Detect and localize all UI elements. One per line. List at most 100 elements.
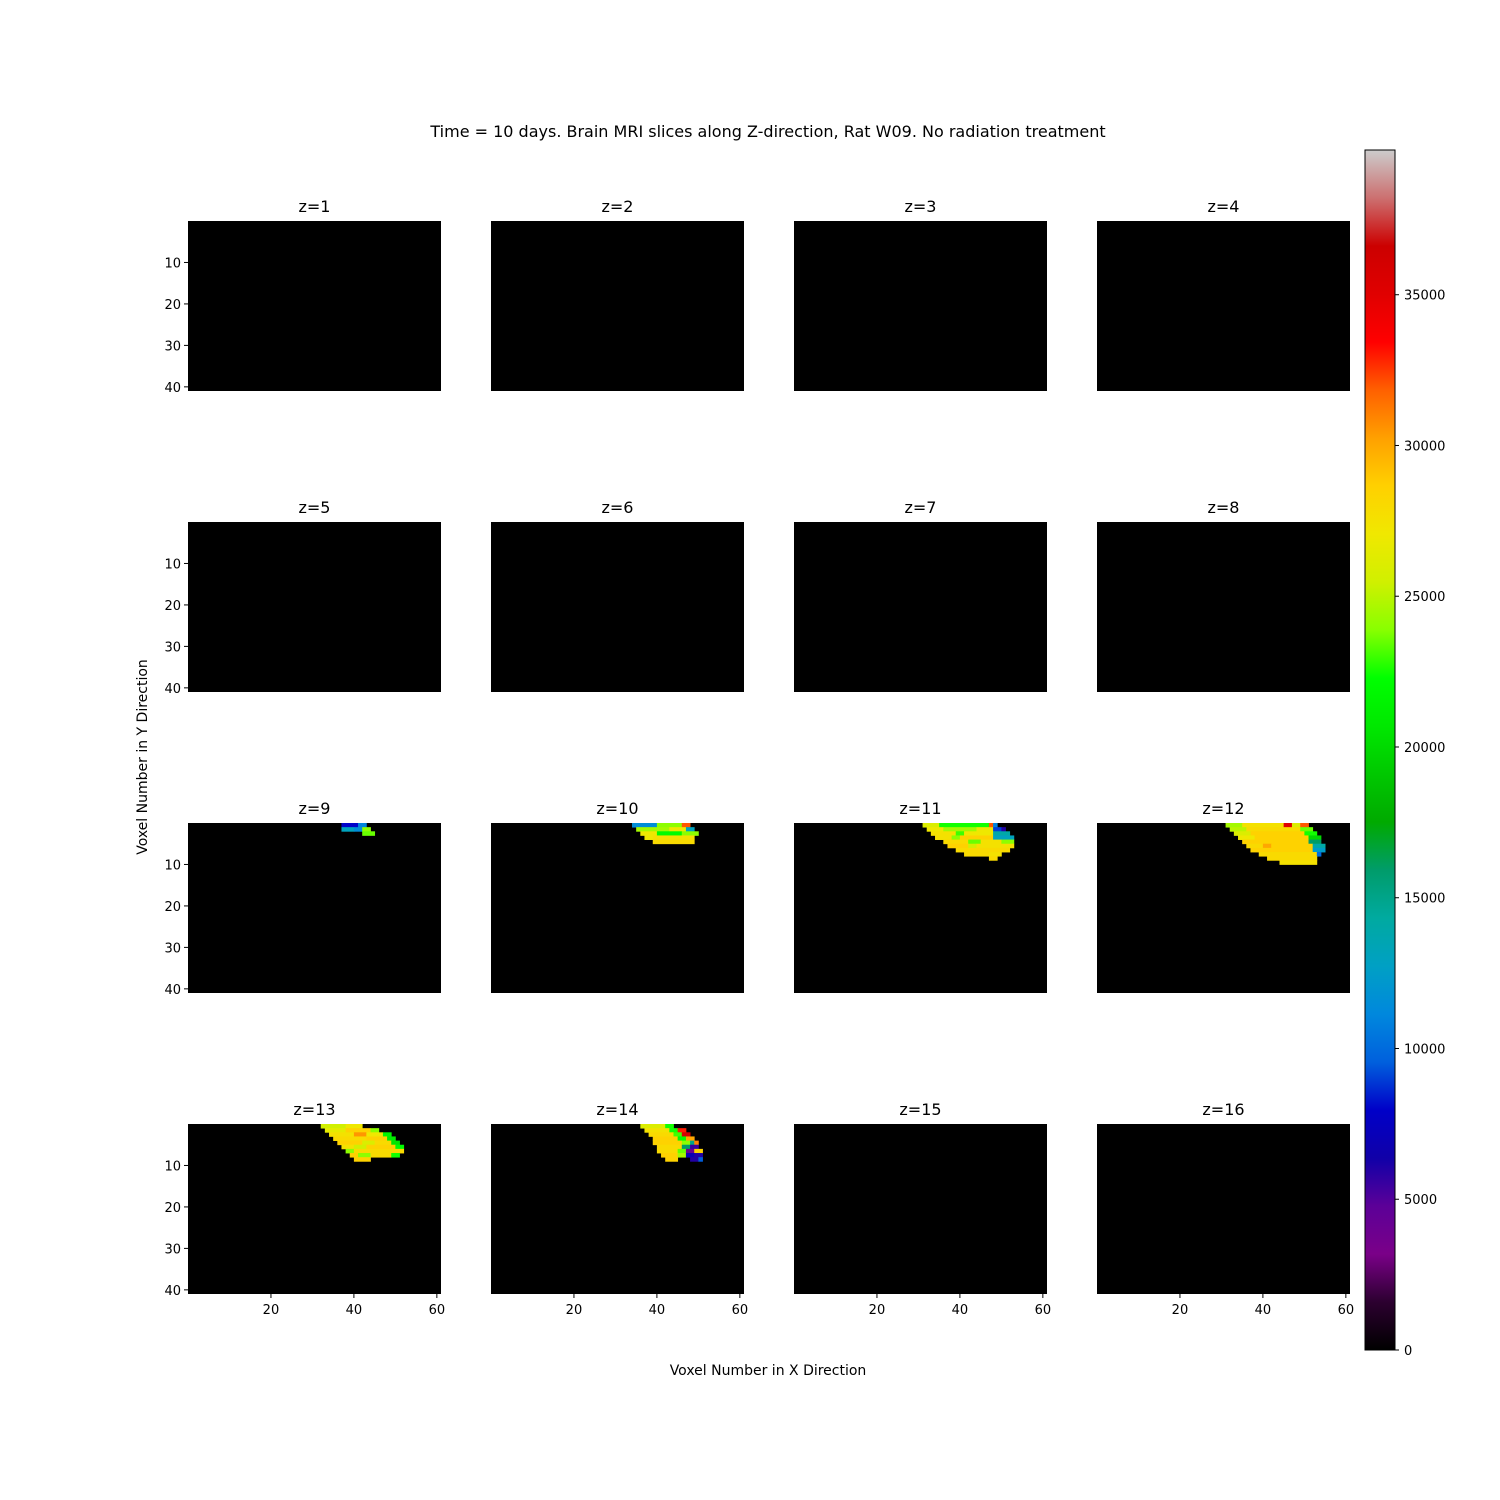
panel-title: z=6 [602,498,634,517]
voxel-cell [976,843,1015,849]
voxel-cell [968,843,977,849]
x-tick-label: 40 [952,1303,969,1318]
voxel-cell [656,1144,683,1150]
panel-background [188,522,441,692]
slice-panel-z5: z=5 10 20 30 40 [164,498,441,697]
slice-panel-z1: z=1 10 20 30 40 [164,197,441,396]
slice-panel-z9: z=9 10 20 30 40 [164,799,441,998]
slice-panel-z4: z=4 [1097,197,1350,391]
slice-panel-z14: z=14 20 40 60 [491,1100,748,1318]
y-tick-label: 20 [164,1201,181,1216]
x-tick-label: 20 [263,1303,280,1318]
colorbar-tick-label: 35000 [1404,289,1445,304]
voxel-cell [685,1148,695,1154]
y-tick-label: 10 [164,1159,181,1174]
voxel-cell [1308,839,1322,845]
voxel-cell [358,1153,371,1158]
voxel-cell [644,835,654,840]
y-tick-label: 30 [164,941,181,956]
panel-title: z=16 [1202,1100,1244,1119]
voxel-cell [329,1132,355,1137]
voxel-cell [320,1124,347,1129]
voxel-cell [1262,843,1272,849]
voxel-cell [1238,835,1256,840]
voxel-cell [652,839,695,845]
voxel-cell [1316,852,1322,857]
panel-title: z=9 [299,799,331,818]
voxel-cell [677,1128,687,1133]
x-tick-label: 20 [869,1303,886,1318]
voxel-cell [1308,835,1322,840]
voxel-cell [362,1140,376,1146]
panel-background [1097,221,1350,391]
chart-title: Time = 10 days. Brain MRI slices along Z… [429,122,1105,141]
colorbar-tick-label: 20000 [1404,741,1445,756]
voxel-cell [341,1144,355,1150]
slice-panels: z=1 10 20 30 40 z=2 z=3 z=4 z=5 10 20 30 40 z=6 z=7 z=8… [164,197,1354,1318]
voxel-cell [636,827,670,832]
x-tick-label: 40 [346,1303,363,1318]
x-tick-label: 20 [566,1303,583,1318]
slice-panel-z16: z=16 20 40 60 [1097,1100,1354,1318]
voxel-cell [1258,852,1318,857]
voxel-cell [988,856,998,861]
voxel-cell [1300,823,1309,828]
panel-title: z=5 [299,498,331,517]
voxel-cell [993,831,1011,836]
panel-title: z=3 [905,197,937,216]
y-tick-label: 20 [164,599,181,614]
panel-title: z=7 [905,498,937,517]
voxel-cell [345,1128,371,1133]
voxel-cell [640,1124,666,1129]
voxel-cell [1291,823,1301,828]
voxel-cell [955,831,965,836]
voxel-cell [964,831,994,836]
voxel-cell [694,1153,703,1158]
x-tick-label: 60 [1338,1303,1355,1318]
voxel-cell [341,827,355,832]
voxel-cell [988,823,994,828]
panel-background [491,1124,744,1294]
voxel-cell [959,835,994,840]
voxel-cell [681,1144,691,1150]
voxel-cell [951,835,961,840]
voxel-cell [366,1144,396,1150]
voxel-cell [353,827,363,832]
y-tick-label: 30 [164,1242,181,1257]
voxel-cell [370,1128,380,1133]
colorbar-tick-label: 0 [1404,1344,1412,1359]
voxel-cell [656,1148,679,1154]
panel-background [491,221,744,391]
panel-title: z=14 [596,1100,638,1119]
voxel-cell [980,839,1002,845]
voxel-cell [324,1128,347,1133]
voxel-cell [362,831,376,836]
colorbar-tick-label: 15000 [1404,892,1445,907]
voxel-cell [341,823,359,828]
voxel-cell [391,1140,400,1146]
voxel-cell [669,1128,679,1133]
y-tick-label: 20 [164,298,181,313]
panel-background [794,1124,1047,1294]
slice-panel-z15: z=15 20 40 60 [794,1100,1051,1318]
y-axis-label: Voxel Number in Y Direction [135,659,151,855]
voxel-cell [362,827,371,832]
voxel-cell [993,827,1002,832]
voxel-cell [1242,839,1309,845]
voxel-cell [1250,831,1305,836]
panel-title: z=2 [602,197,634,216]
voxel-cell [640,831,658,836]
colorbar-tick-label: 10000 [1404,1042,1445,1057]
slice-panel-z3: z=3 [794,197,1047,391]
x-tick-label: 60 [429,1303,446,1318]
panel-background [188,823,441,993]
colorbar-gradient [1364,149,1396,1351]
voxel-cell [685,827,695,832]
voxel-cell [353,1148,405,1154]
voxel-cell [665,1157,679,1162]
slice-panel-z12: z=12 [1097,799,1350,993]
voxel-cell [349,1153,359,1158]
x-tick-label: 40 [649,1303,666,1318]
voxel-cell [387,1136,396,1141]
